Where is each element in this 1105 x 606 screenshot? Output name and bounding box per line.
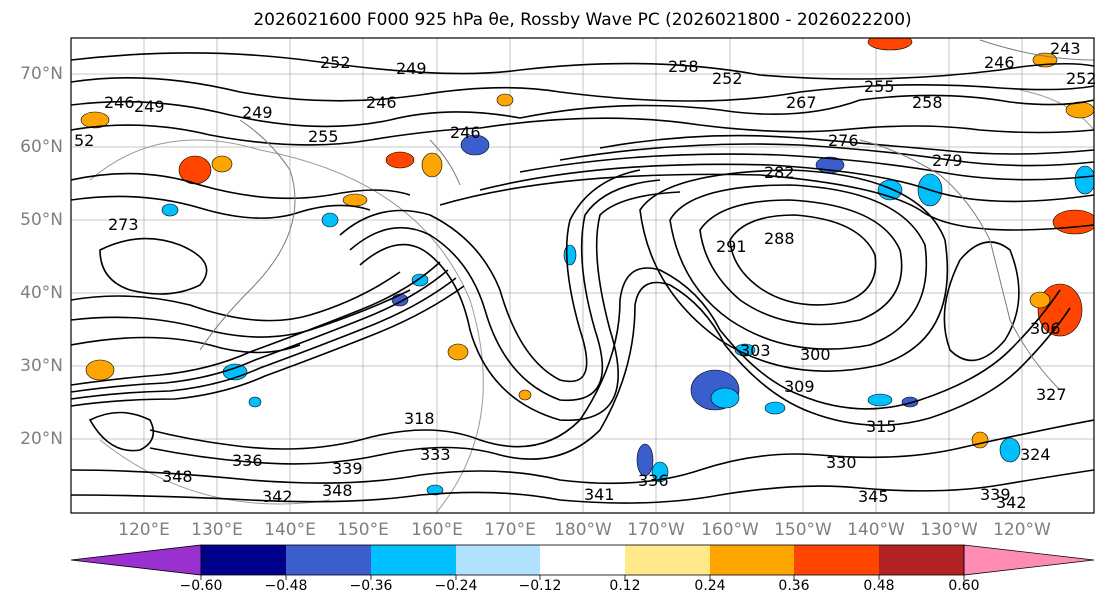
lon-label: 130°W (920, 520, 978, 540)
colorbar-segment (540, 545, 625, 575)
contour-label: 249 (242, 103, 273, 122)
contour-label: 276 (828, 131, 859, 150)
theta-e-contours (71, 52, 1094, 504)
contour-label: 339 (332, 459, 363, 478)
lat-label: 70°N (20, 64, 63, 84)
colorbar-segment (879, 545, 964, 575)
colorbar-tick-label: 0.12 (609, 578, 641, 594)
contour-label: 330 (826, 453, 857, 472)
lat-label: 40°N (20, 283, 63, 303)
contour-label: 327 (1036, 385, 1067, 404)
lat-label: 60°N (20, 137, 63, 157)
gridlines (71, 38, 1094, 513)
colorbar-tick-label: 0.48 (863, 578, 895, 594)
lon-label: 160°E (411, 520, 463, 540)
colorbar-segment (794, 545, 879, 575)
contour-label: 291 (716, 237, 747, 256)
contour-label: 288 (764, 229, 795, 248)
colorbar-tick-label: 0.24 (694, 578, 726, 594)
colorbar-segment (286, 545, 371, 575)
contour-label: 318 (404, 409, 435, 428)
contour-label: 341 (584, 485, 615, 504)
contour-label: 246 (366, 93, 397, 112)
contour-label: 348 (322, 481, 353, 500)
colorbar-extend-low (70, 544, 202, 576)
lon-label: 120°E (118, 520, 170, 540)
colorbar-segment (456, 545, 540, 575)
contour-label: 52 (74, 131, 94, 150)
contour-label: 279 (932, 151, 963, 170)
lon-label: 160°W (701, 520, 759, 540)
lat-label: 20°N (20, 429, 63, 449)
colorbar-extend-high (963, 544, 1095, 576)
contour-label: 246 (450, 123, 481, 142)
lon-label: 180°W (554, 520, 612, 540)
contour-label: 303 (740, 341, 771, 360)
lon-label: 140°W (847, 520, 905, 540)
contour-label: 255 (308, 127, 339, 146)
contour-label: 336 (638, 471, 669, 490)
contour-label: 315 (866, 417, 897, 436)
contour-label: 258 (668, 57, 699, 76)
contour-label: 342 (996, 493, 1027, 512)
colorbar-segment (710, 545, 794, 575)
contour-label: 339 (980, 485, 1011, 504)
colorbar-tick-label: −0.24 (434, 578, 478, 594)
contour-label: 267 (786, 93, 817, 112)
contour-label: 252 (712, 69, 743, 88)
contour-label: 255 (864, 77, 895, 96)
lon-label: 130°E (191, 520, 243, 540)
lon-label: 140°E (264, 520, 316, 540)
colorbar-segment (371, 545, 456, 575)
contour-label: 336 (232, 451, 263, 470)
contour-label: 348 (162, 467, 193, 486)
contour-label: 258 (912, 93, 943, 112)
colorbar (70, 544, 1095, 580)
contour-label: 345 (858, 487, 889, 506)
lon-label: 170°E (484, 520, 536, 540)
contour-label: 282 (764, 163, 795, 182)
lon-label: 170°W (627, 520, 685, 540)
colorbar-segment (625, 545, 710, 575)
contour-label: 246 (984, 53, 1015, 72)
lon-label: 120°W (993, 520, 1051, 540)
contour-label: 252 (1066, 69, 1097, 88)
contour-label: 246 (104, 93, 135, 112)
colorbar-tick-label: 0.36 (778, 578, 810, 594)
contour-labels: 252 249 246 249 246 249 255 258 252 255 … (74, 39, 1097, 512)
contour-label: 309 (784, 377, 815, 396)
lon-label: 150°E (337, 520, 389, 540)
lat-label: 50°N (20, 210, 63, 230)
coastlines (199, 39, 1094, 391)
contour-label: 300 (800, 345, 831, 364)
colorbar-tick-label: −0.12 (518, 578, 562, 594)
colorbar-segment (201, 545, 286, 575)
contour-label: 342 (262, 487, 293, 506)
lon-label: 150°W (774, 520, 832, 540)
colorbar-tick-label: −0.60 (179, 578, 223, 594)
contour-label: 273 (108, 215, 139, 234)
lat-label: 30°N (20, 356, 63, 376)
colorbar-tick-label: 0.60 (948, 578, 980, 594)
colorbar-frame (200, 544, 965, 576)
contour-label: 333 (420, 445, 451, 464)
contour-label: 249 (396, 59, 427, 78)
contour-label: 249 (134, 97, 165, 116)
map-title: 2026021600 F000 925 hPa θe, Rossby Wave … (253, 10, 912, 30)
contour-label: 243 (1050, 39, 1081, 58)
contour-label: 252 (320, 53, 351, 72)
map-frame (70, 37, 1095, 514)
colorbar-tick-label: −0.36 (349, 578, 393, 594)
contour-label: 306 (1030, 319, 1061, 338)
contour-label: 324 (1020, 445, 1051, 464)
colorbar-tick-label: −0.48 (264, 578, 308, 594)
